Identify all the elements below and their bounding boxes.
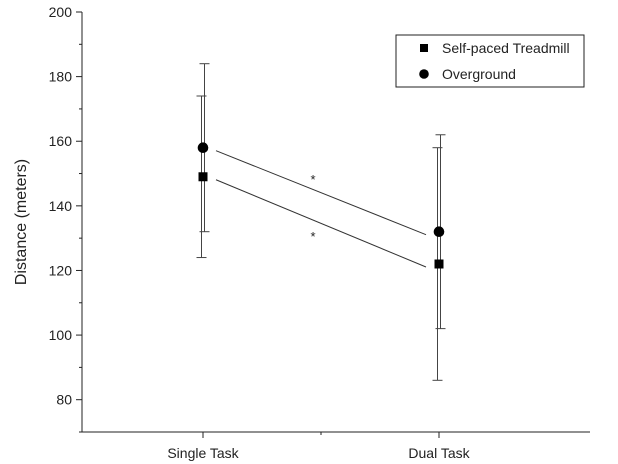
legend: Self-paced Treadmill Overground: [395, 34, 585, 88]
y-tick-label: 200: [49, 4, 73, 20]
y-axis: 80 100 120 140 160 180 200: [49, 4, 83, 433]
y-tick-label: 80: [56, 392, 72, 408]
legend-box: [395, 34, 585, 88]
significance-mark: *: [310, 172, 315, 187]
y-tick-label: 120: [49, 262, 73, 278]
y-tick-label: 180: [49, 69, 73, 85]
error-bars: [196, 63, 446, 381]
x-tick-label: Single Task: [167, 445, 239, 461]
circle-marker: [419, 69, 429, 79]
square-marker: [434, 259, 444, 269]
series-lines: [215, 150, 427, 268]
y-tick-label: 160: [49, 133, 73, 149]
circle-marker: [197, 142, 209, 153]
y-tick-label: 140: [49, 198, 73, 214]
x-tick-label: Dual Task: [408, 445, 470, 461]
significance-mark: *: [310, 229, 315, 244]
square-marker: [198, 172, 208, 182]
square-marker: [420, 44, 428, 52]
y-tick-label: 100: [49, 327, 73, 343]
data-markers: [197, 142, 445, 269]
annotations: **: [310, 172, 315, 244]
series-line: [215, 150, 427, 236]
legend-entry-label: Self-paced Treadmill: [442, 40, 570, 56]
circle-marker: [433, 226, 445, 237]
legend-entry-label: Overground: [442, 66, 516, 82]
y-axis-label: Distance (meters): [13, 159, 30, 285]
series-line: [215, 179, 427, 268]
x-axis: Single Task Dual Task: [82, 431, 590, 461]
